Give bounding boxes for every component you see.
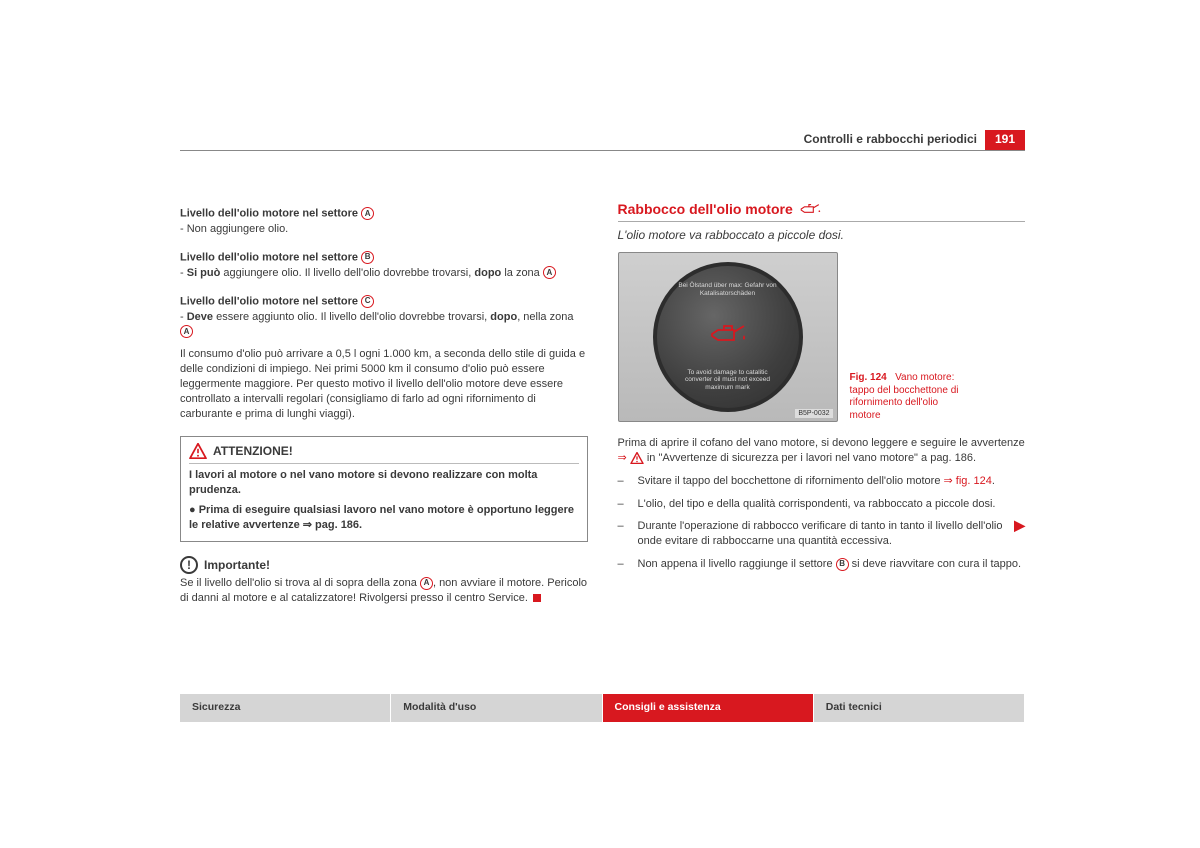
subtitle: L'olio motore va rabboccato a piccole do…	[618, 228, 1026, 242]
right-column: Rabbocco dell'olio motore L'olio motore …	[618, 201, 1026, 606]
page-content: Controlli e rabbocchi periodici 191 Live…	[180, 130, 1025, 606]
warning-p1: I lavori al motore o nel vano motore si …	[189, 468, 579, 498]
inline-warning-icon	[630, 452, 644, 464]
cap-oil-icon	[708, 321, 748, 345]
lc-b1: Deve	[187, 311, 213, 323]
lc-b2: dopo	[490, 311, 517, 323]
lb-b1: Si può	[187, 267, 221, 279]
letter-a-imp-icon: A	[420, 577, 433, 590]
info-icon: !	[180, 556, 198, 574]
tab-safety[interactable]: Sicurezza	[180, 694, 391, 722]
tab-techdata[interactable]: Dati tecnici	[814, 694, 1025, 722]
lc-pre: -	[180, 311, 187, 323]
dash-icon: –	[618, 557, 628, 572]
level-b-heading: Livello dell'olio motore nel settore B	[180, 251, 588, 264]
letter-c-icon: C	[361, 295, 374, 308]
level-c-head-text: Livello dell'olio motore nel settore	[180, 295, 361, 307]
li1-post: .	[992, 475, 995, 487]
warning-title: ATTENZIONE!	[213, 443, 293, 459]
letter-a-ref-icon: A	[543, 266, 556, 279]
consumption-paragraph: Il consumo d'olio può arrivare a 0,5 l o…	[180, 347, 588, 421]
page-number: 191	[985, 130, 1025, 150]
li1-pre: Svitare il tappo del bocchettone di rifo…	[638, 475, 944, 487]
warning-box: ATTENZIONE! I lavori al motore o nel van…	[180, 436, 588, 543]
dash-icon: –	[618, 519, 628, 549]
warn-p2-link: ⇒ pag. 186.	[303, 519, 362, 531]
letter-b-icon: B	[361, 251, 374, 264]
level-c-heading: Livello dell'olio motore nel settore C	[180, 295, 588, 308]
dash-icon: –	[618, 497, 628, 512]
important-title: Importante!	[204, 558, 270, 572]
figure-image: Bei Ölstand über max: Gefahr von Katalis…	[618, 252, 838, 422]
two-column-layout: Livello dell'olio motore nel settore A -…	[180, 201, 1025, 606]
li1-link: ⇒ fig. 124	[944, 475, 992, 487]
li-4: Non appena il livello raggiunge il setto…	[638, 557, 1022, 572]
level-b-body: - Si può aggiungere olio. Il livello del…	[180, 266, 588, 281]
lb-mid: aggiungere olio. Il livello dell'olio do…	[220, 267, 474, 279]
li4-pre: Non appena il livello raggiunge il setto…	[638, 558, 836, 570]
section-title: Controlli e rabbocchi periodici	[804, 130, 985, 150]
oil-can-icon	[799, 202, 821, 216]
intro-paragraph: Prima di aprire il cofano del vano motor…	[618, 436, 1026, 466]
cap-text-en: To avoid damage to catalitic converter o…	[678, 369, 778, 392]
li-3: Durante l'operazione di rabbocco verific…	[638, 519, 1026, 549]
intro-post: in "Avvertenze di sicurezza per i lavori…	[647, 452, 976, 464]
warning-heading: ATTENZIONE!	[189, 443, 579, 464]
lc-mid: essere aggiunto olio. Il livello dell'ol…	[213, 311, 490, 323]
li-1: Svitare il tappo del bocchettone di rifo…	[638, 474, 995, 489]
list-item: – Non appena il livello raggiunge il set…	[618, 557, 1026, 572]
end-marker-icon	[533, 594, 541, 602]
imp-pre: Se il livello dell'olio si trova al di s…	[180, 577, 420, 589]
page-header: Controlli e rabbocchi periodici 191	[180, 130, 1025, 151]
lb-b2: dopo	[474, 267, 501, 279]
letter-a-icon: A	[361, 207, 374, 220]
letter-a-ref2-icon: A	[180, 325, 193, 338]
letter-b-ref-icon: B	[836, 558, 849, 571]
fig-label: Fig. 124	[850, 372, 887, 383]
h2-text: Rabbocco dell'olio motore	[618, 201, 793, 217]
level-b-head-text: Livello dell'olio motore nel settore	[180, 251, 361, 263]
important-body: Se il livello dell'olio si trova al di s…	[180, 576, 588, 606]
figure-caption: Fig. 124 Vano motore: tappo del bocchett…	[850, 372, 970, 422]
footer-tabs: Sicurezza Modalità d'uso Consigli e assi…	[180, 694, 1025, 722]
warning-triangle-icon	[189, 443, 207, 459]
tab-advice[interactable]: Consigli e assistenza	[603, 694, 814, 722]
lb-post: la zona	[501, 267, 543, 279]
lb-pre: -	[180, 267, 187, 279]
lc-post: , nella zona	[517, 311, 573, 323]
oil-cap: Bei Ölstand über max: Gefahr von Katalis…	[653, 262, 803, 412]
level-a-body: - Non aggiungere olio.	[180, 222, 588, 237]
level-a-head-text: Livello dell'olio motore nel settore	[180, 207, 361, 219]
list-item: – L'olio, del tipo e della qualità corri…	[618, 497, 1026, 512]
li-2: L'olio, del tipo e della qualità corrisp…	[638, 497, 996, 512]
important-heading: ! Importante!	[180, 556, 588, 574]
list-item: – Svitare il tappo del bocchettone di ri…	[618, 474, 1026, 489]
topping-up-heading: Rabbocco dell'olio motore	[618, 201, 1026, 222]
cap-text-de: Bei Ölstand über max: Gefahr von Katalis…	[678, 282, 778, 298]
li4-post: si deve riavvitare con cura il tappo.	[849, 558, 1021, 570]
warn-p2-pre: ● Prima di eseguire qualsiasi lavoro nel…	[189, 504, 574, 531]
intro-pre: Prima di aprire il cofano del vano motor…	[618, 437, 1025, 449]
level-a-heading: Livello dell'olio motore nel settore A	[180, 207, 588, 220]
arrow-icon: ⇒	[618, 452, 627, 464]
left-column: Livello dell'olio motore nel settore A -…	[180, 201, 588, 606]
level-c-body: - Deve essere aggiunto olio. Il livello …	[180, 310, 588, 340]
warning-p2: ● Prima di eseguire qualsiasi lavoro nel…	[189, 503, 579, 533]
tab-usage[interactable]: Modalità d'uso	[391, 694, 602, 722]
continue-arrow-icon: ▶	[1014, 517, 1025, 534]
list-item: – Durante l'operazione di rabbocco verif…	[618, 519, 1026, 549]
figure-row: Bei Ölstand über max: Gefahr von Katalis…	[618, 252, 1026, 422]
figure-code: B5P-0032	[795, 409, 832, 418]
dash-icon: –	[618, 474, 628, 489]
